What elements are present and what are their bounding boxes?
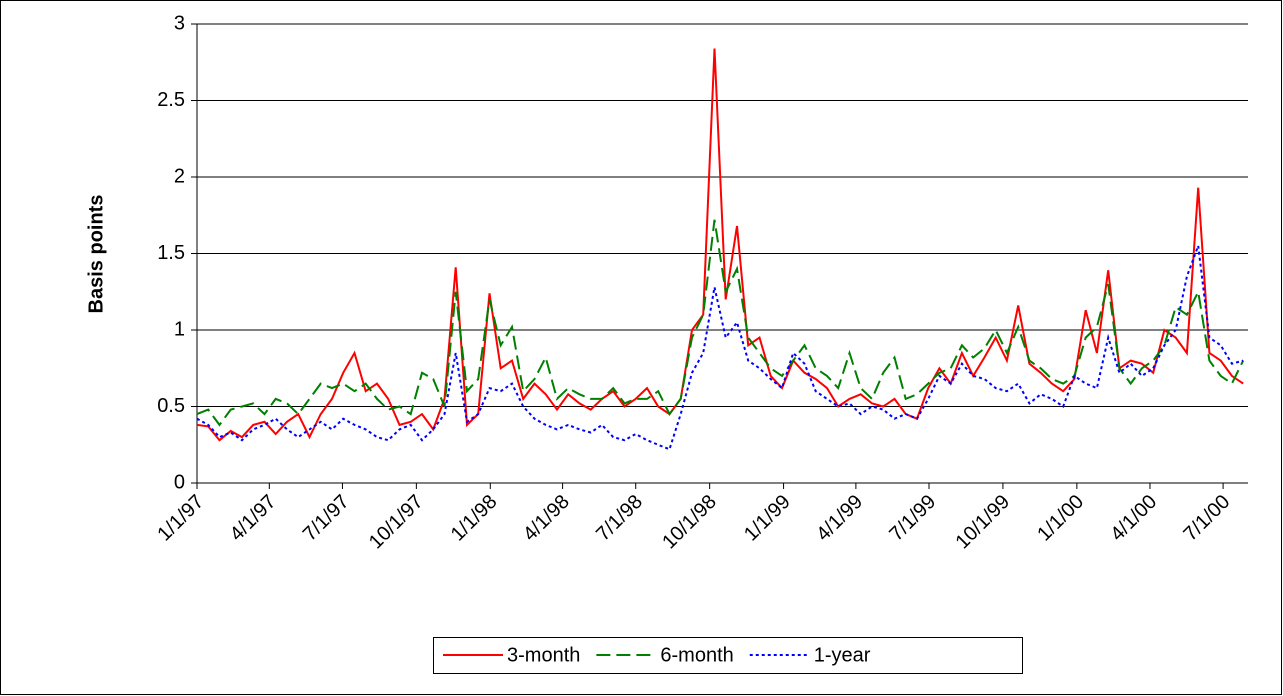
legend: 3-month 6-month 1-year [433, 637, 1023, 674]
y-tick-label: 1.5 [157, 242, 185, 264]
series-line [196, 48, 1244, 442]
legend-label: 1-year [814, 644, 871, 666]
y-tick-label: 0 [174, 471, 185, 493]
y-tick-label: 2 [174, 165, 185, 187]
y-tick-label: 1 [174, 318, 185, 340]
legend-label: 3-month [507, 644, 580, 666]
y-tick-label: 3 [174, 12, 185, 34]
y-tick-label: 2.5 [157, 89, 185, 111]
legend-label: 6-month [660, 644, 733, 666]
legend-box [433, 637, 1023, 674]
series-line [196, 245, 1244, 451]
series-line [196, 219, 1245, 427]
y-tick-label: 0.5 [157, 395, 185, 417]
y-axis-label: Basis points [85, 195, 107, 314]
